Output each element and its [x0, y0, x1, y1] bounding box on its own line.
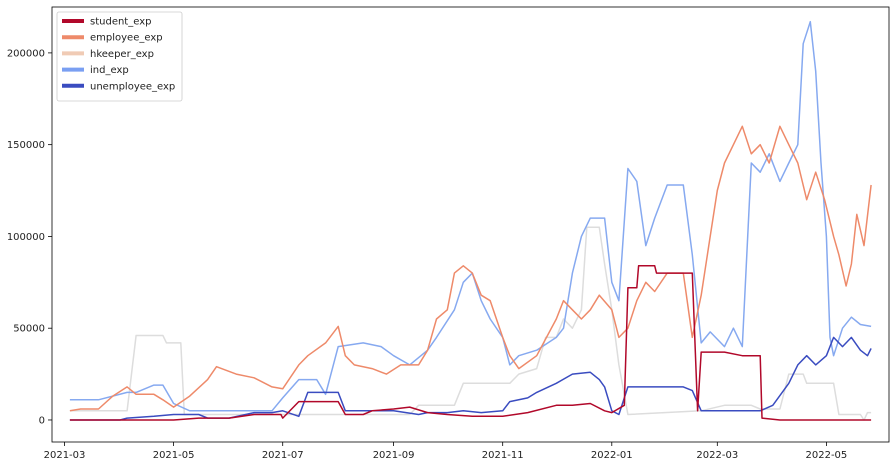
series-layer	[69, 20, 872, 421]
y-tick-label: 200000	[7, 48, 45, 59]
x-tick-label: 2022-05	[806, 450, 848, 461]
y-axis: 0 50000 100000 150000 200000	[7, 48, 52, 426]
series-line-employee-exp	[69, 125, 872, 412]
series-line-student-exp	[69, 265, 872, 421]
legend-label-employee-exp: employee_exp	[90, 33, 163, 44]
y-tick-label: 50000	[13, 324, 45, 335]
legend-label-unemployee-exp: unemployee_exp	[90, 81, 175, 92]
legend-label-hkeeper-exp: hkeeper_exp	[90, 49, 154, 60]
x-axis: 2021-03 2021-05 2021-07 2021-09 2021-11 2022-…	[44, 442, 848, 461]
legend-label-ind-exp: ind_exp	[90, 65, 129, 76]
x-tick-label: 2021-05	[153, 450, 195, 461]
y-tick-label: 0	[39, 415, 45, 426]
legend-label-student-exp: student_exp	[90, 17, 151, 28]
series-line-ind-exp	[69, 20, 872, 412]
x-tick-label: 2022-03	[696, 450, 738, 461]
x-tick-label: 2021-09	[373, 450, 415, 461]
x-tick-label: 2021-07	[262, 450, 304, 461]
series-line-hkeeper-exp	[69, 226, 872, 421]
plot-frame	[51, 6, 890, 443]
x-tick-label: 2022-01	[591, 450, 633, 461]
x-tick-label: 2021-03	[44, 450, 86, 461]
legend-box	[56, 11, 183, 102]
y-tick-label: 100000	[7, 232, 45, 243]
legend: student_exp employee_exp hkeeper_exp ind_ex…	[56, 11, 183, 102]
series-line-unemployee-exp	[69, 336, 872, 421]
x-tick-label: 2021-11	[482, 450, 524, 461]
y-tick-label: 150000	[7, 140, 45, 151]
